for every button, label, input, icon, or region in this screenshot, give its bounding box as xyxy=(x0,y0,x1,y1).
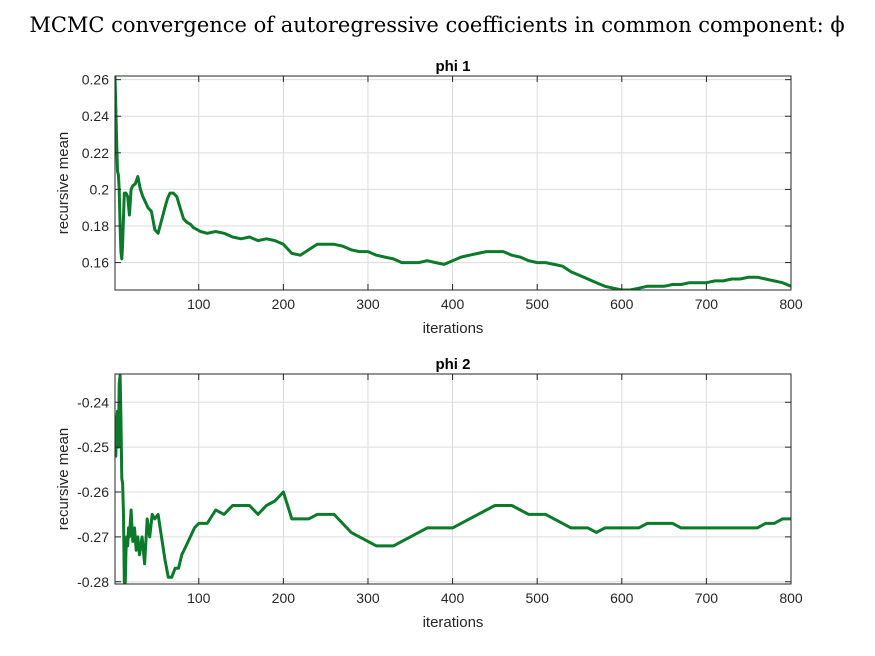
y-tick-label: -0.28 xyxy=(77,574,109,590)
x-tick-label: 500 xyxy=(526,296,550,312)
panel-phi-2: 100 200 300 400 500 600 700 800 -0.28 -0.27 -0.26 -… xyxy=(55,356,803,631)
x-axis-label: iterations xyxy=(423,614,484,631)
series-line xyxy=(115,374,791,584)
x-tick-label: 600 xyxy=(610,590,634,606)
panel-phi-1: 100 200 300 400 500 600 700 800 0.16 0.18 0.2 0.22 0… xyxy=(55,58,803,337)
y-tick-label: 0.16 xyxy=(82,255,109,271)
y-tick-label: -0.25 xyxy=(77,439,109,455)
x-tick-label: 800 xyxy=(779,590,803,606)
x-tick-label: 800 xyxy=(779,296,803,312)
x-tick-label: 300 xyxy=(356,296,380,312)
y-tick-label: -0.26 xyxy=(77,484,109,500)
y-tick-label: 0.18 xyxy=(82,218,109,234)
y-tick-label: -0.24 xyxy=(77,394,109,410)
y-tick-label: -0.27 xyxy=(77,529,109,545)
x-tick-label: 400 xyxy=(441,590,465,606)
x-tick-label: 700 xyxy=(695,590,719,606)
y-tick-label: 0.26 xyxy=(82,72,109,88)
y-tick-label: 0.22 xyxy=(82,145,109,161)
x-tick-label: 100 xyxy=(187,590,211,606)
series-line xyxy=(115,76,791,290)
x-tick-label: 600 xyxy=(610,296,634,312)
y-axis-label: recursive mean xyxy=(55,132,72,235)
x-tick-label: 200 xyxy=(272,296,296,312)
y-axis-label: recursive mean xyxy=(55,428,72,531)
x-axis-label: iterations xyxy=(423,320,484,337)
y-tick-label: 0.24 xyxy=(82,108,109,124)
x-tick-label: 100 xyxy=(187,296,211,312)
panel-title: phi 2 xyxy=(435,356,470,373)
y-tick-label: 0.2 xyxy=(90,181,110,197)
x-tick-label: 300 xyxy=(356,590,380,606)
x-tick-label: 500 xyxy=(526,590,550,606)
x-tick-label: 700 xyxy=(695,296,719,312)
x-tick-label: 400 xyxy=(441,296,465,312)
x-tick-label: 200 xyxy=(272,590,296,606)
panel-title: phi 1 xyxy=(435,58,470,75)
figure-title: MCMC convergence of autoregressive coeff… xyxy=(29,13,844,37)
